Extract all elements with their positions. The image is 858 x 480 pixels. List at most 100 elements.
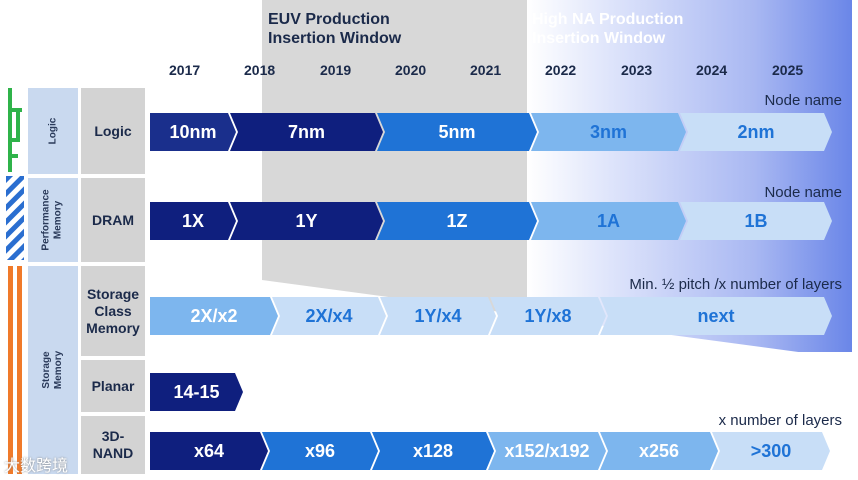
high-na-window-title: High NA Production Insertion Window: [532, 11, 684, 47]
note-scm: Min. ½ pitch /x number of layers: [629, 276, 842, 293]
scm-segment: next: [600, 297, 832, 335]
scm-segment: 1Y/x4: [380, 297, 496, 335]
scm-segment: 2X/x4: [272, 297, 386, 335]
nand3d-segment-label: x128: [412, 440, 454, 461]
storage-memory-icon: [6, 266, 24, 474]
category-storage-memory: Storage Memory: [28, 266, 78, 474]
dram-chevron-shape: [680, 202, 832, 240]
euv-window-title: EUV Production Insertion Window: [268, 11, 402, 47]
note-dram: Node name: [764, 184, 842, 201]
nand3d-segment: x152/x192: [488, 432, 606, 470]
scm-segment-label: 1Y/x4: [414, 305, 462, 326]
year-2019: 2019: [320, 62, 352, 78]
dram-segment-label: 1X: [181, 210, 205, 231]
dram-segment-label: 1B: [744, 210, 768, 231]
dram-segment-label: 1Z: [446, 210, 468, 231]
performance-memory-icon: [6, 176, 24, 260]
dram-segment: 1B: [680, 202, 832, 240]
logic-chevron-shape: [230, 113, 383, 151]
category-storage-memory-label: Storage Memory: [40, 350, 64, 390]
year-2022: 2022: [545, 62, 577, 78]
logic-chevron-shape: [377, 113, 537, 151]
nand3d-segment-label: x152/x192: [504, 440, 590, 461]
scm-chevron-shape: [150, 297, 278, 335]
subcategory-dram-label: DRAM: [92, 211, 134, 228]
nand3d-segment: x128: [372, 432, 494, 470]
logic-segment: 10nm: [150, 113, 236, 151]
dram-chevron-shape: [230, 202, 383, 240]
watermark-logo: 大数跨境: [4, 452, 68, 476]
logic-segment-label: 3nm: [589, 121, 627, 142]
nand3d-chevron-shape: [488, 432, 606, 470]
year-2017: 2017: [169, 62, 201, 78]
subcategory-logic: Logic: [81, 88, 145, 174]
logic-segment: 3nm: [531, 113, 686, 151]
category-logic-label: Logic: [46, 117, 58, 145]
nand3d-segment: x96: [262, 432, 378, 470]
logic-segment-label: 2nm: [737, 121, 775, 142]
year-2023: 2023: [621, 62, 653, 78]
logic-segment-label: 5nm: [438, 121, 476, 142]
watermark-text: 大数跨境: [4, 458, 69, 475]
year-2018: 2018: [244, 62, 276, 78]
logic-chevron-shape: [150, 113, 236, 151]
subcategory-3d-nand-label: 3D- NAND: [92, 428, 134, 461]
scm-chevron-shape: [600, 297, 832, 335]
nand3d-segment: >300: [712, 432, 830, 470]
planar-segment-label: 14-15: [173, 381, 220, 402]
subcategory-scm-label: Storage Class Memory: [86, 285, 140, 336]
dram-segment: 1A: [531, 202, 686, 240]
year-2020: 2020: [395, 62, 427, 78]
dram-chevron-shape: [531, 202, 686, 240]
scm-segment: 1Y/x8: [490, 297, 606, 335]
nand3d-segment-label: >300: [750, 440, 792, 461]
year-2024: 2024: [696, 62, 728, 78]
dram-segment: 1Z: [377, 202, 537, 240]
logic-chevron-shape: [531, 113, 686, 151]
nand3d-chevron-shape: [262, 432, 378, 470]
scm-segment-label: 2X/x4: [305, 305, 353, 326]
subcategory-scm: Storage Class Memory: [81, 266, 145, 356]
category-logic: Logic: [28, 88, 78, 174]
dram-segment: 1Y: [230, 202, 383, 240]
subcategory-dram: DRAM: [81, 178, 145, 262]
category-performance-memory-label: Performance Memory: [41, 189, 65, 251]
high-na-window-band: [527, 0, 852, 352]
dram-chevron-shape: [377, 202, 537, 240]
logic-segment-label: 10nm: [169, 121, 217, 142]
subcategory-planar: Planar: [81, 360, 145, 412]
nand3d-segment-label: x64: [193, 440, 225, 461]
subcategory-planar-label: Planar: [91, 377, 135, 394]
planar-chevron-shape: [150, 373, 243, 411]
logic-segment-label: 7nm: [287, 121, 325, 142]
subcategory-3d-nand: 3D- NAND: [81, 416, 145, 474]
scm-chevron-shape: [490, 297, 606, 335]
nand3d-chevron-shape: [712, 432, 830, 470]
scm-segment: 2X/x2: [150, 297, 278, 335]
scm-segment-label: 2X/x2: [190, 305, 238, 326]
note-3d-nand: x number of layers: [718, 412, 842, 429]
scm-segment-label: 1Y/x8: [524, 305, 572, 326]
scm-segment-label: next: [697, 305, 735, 326]
logic-segment: 5nm: [377, 113, 537, 151]
subcategory-logic-label: Logic: [94, 122, 132, 139]
nand3d-segment: x64: [150, 432, 268, 470]
euv-window-band: [262, 0, 530, 336]
dram-segment-label: 1A: [596, 210, 620, 231]
dram-segment-label: 1Y: [295, 210, 318, 231]
nand3d-chevron-shape: [372, 432, 494, 470]
dram-chevron-shape: [150, 202, 236, 240]
logic-chevron-shape: [680, 113, 832, 151]
scm-chevron-shape: [272, 297, 386, 335]
scm-chevron-shape: [380, 297, 496, 335]
nand3d-segment: x256: [600, 432, 718, 470]
planar-segment: 14-15: [150, 373, 243, 411]
note-logic: Node name: [764, 92, 842, 109]
nand3d-chevron-shape: [600, 432, 718, 470]
year-2025: 2025: [772, 62, 804, 78]
nand3d-segment-label: x96: [304, 440, 336, 461]
category-performance-memory: Performance Memory: [28, 178, 78, 262]
logic-segment: 2nm: [680, 113, 832, 151]
logic-icon: [6, 88, 24, 172]
dram-segment: 1X: [150, 202, 236, 240]
